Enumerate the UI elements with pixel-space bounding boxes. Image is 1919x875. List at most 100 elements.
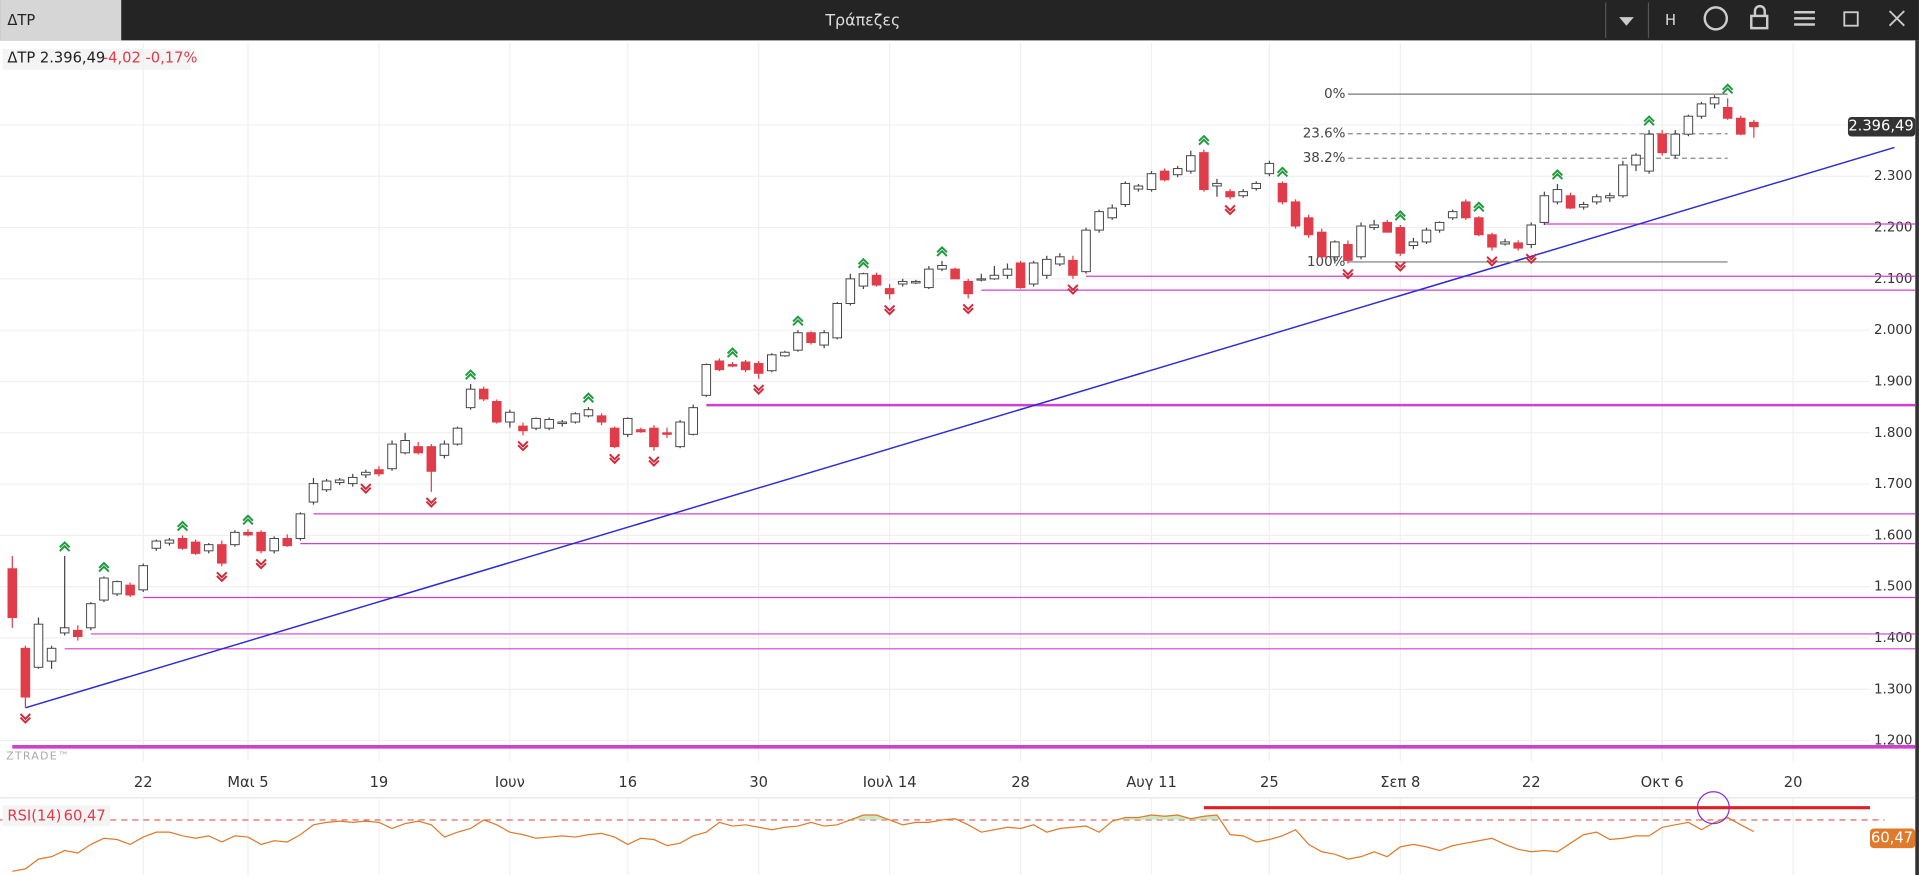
y-tick-label: 1.400 [1874,631,1913,646]
candle-body [125,584,135,596]
close-icon[interactable] [1888,10,1905,27]
candle-body [897,280,908,285]
candle-body [505,411,515,423]
swing-high-marker [465,369,477,380]
x-tick-label: Σεπ 8 [1380,774,1420,791]
y-tick-label: 2.300 [1874,169,1913,184]
candle-body [465,388,476,409]
candle-body [478,388,489,400]
lock-icon[interactable] [1750,14,1769,30]
quote-icon[interactable] [1703,6,1729,31]
tab-label[interactable]: ΔΤΡ [7,12,35,29]
swing-low-marker [19,713,31,724]
candle-body [1212,182,1222,187]
candle-body [884,288,895,295]
candle-body [622,417,633,435]
candle-body [321,480,332,491]
candle-body [1015,262,1026,289]
candle-body [1238,191,1248,197]
candle-body [1618,164,1628,197]
swing-high-marker [242,514,254,526]
candle-body [937,265,947,270]
candle-body [452,427,463,445]
price-badge-label: 2.396,49 [1848,118,1913,135]
candle-body [334,479,345,484]
candle-body [1526,224,1537,245]
candle-body [596,415,607,423]
tab[interactable] [0,0,122,41]
swing-high-marker [59,541,71,552]
swing-low-marker [216,571,228,583]
candle-body [1094,211,1104,231]
candle-body [426,446,437,472]
candle-body [1120,182,1131,205]
y-tick-label: 1.900 [1874,374,1913,389]
candle-body [1002,268,1013,276]
swing-high-marker [1643,115,1655,126]
candle-body [924,268,934,289]
x-tick-label: Ιουλ 14 [863,774,917,791]
candle-body [1631,154,1641,166]
candle-body [871,274,882,286]
x-tick-label: 20 [1784,774,1803,791]
candle-body [164,539,175,544]
candle-body [1146,173,1157,191]
interval-button[interactable]: H [1665,12,1676,29]
trendline [25,146,1895,709]
fib-label: 23.6% [1303,127,1346,142]
candle-body [675,421,685,448]
candle-body [1186,155,1196,172]
x-tick-label: Μαι 5 [227,774,268,791]
candle-body [1251,182,1262,190]
right-edge [1915,40,1919,875]
x-tick-label: 19 [370,774,389,791]
candle-body [1330,241,1340,258]
candle-body [1487,234,1497,248]
y-tick-label: 1.300 [1874,682,1913,697]
candle-body [845,278,856,304]
fib-label: 100% [1307,255,1346,270]
candle-body [138,565,149,591]
menu-icon[interactable] [1794,11,1815,26]
candle-body [1461,201,1471,219]
candle-body [413,446,423,454]
candle-body [1055,256,1065,265]
candle-body [1290,201,1301,227]
candle-body [492,401,502,423]
candle-body [518,425,528,432]
candle-body [557,421,568,425]
candle-body [583,409,594,417]
dropdown-icon[interactable] [1619,17,1634,26]
candle-body [714,360,725,371]
candle-body [1159,170,1170,181]
swing-high-marker [98,561,110,573]
candle-body [531,417,541,429]
candle-body [1277,182,1288,203]
candle-body [1356,225,1366,258]
candle-body [1133,185,1144,190]
candle-body [7,568,18,619]
swing-high-marker [726,347,739,358]
candle-body [911,280,921,284]
swing-high-marker [857,257,870,269]
candle-body [1500,241,1510,245]
candle-body [832,303,843,339]
x-tick-label: 28 [1011,774,1030,791]
candle-body [20,647,31,698]
candle-body [1539,195,1550,223]
restore-icon[interactable] [1843,11,1859,27]
candle-body [858,273,869,287]
candle-body [1709,97,1720,105]
swing-low-marker [360,483,372,495]
candle-body [780,351,790,357]
candle-body [59,627,70,634]
candle-body [439,443,450,456]
swing-high-marker [1473,201,1485,213]
candle-body [374,469,384,475]
rsi-label: RSI(14) [7,807,61,824]
swing-high-marker [176,520,189,532]
lock-icon-shackle [1753,4,1766,16]
candle-body [1369,224,1379,229]
